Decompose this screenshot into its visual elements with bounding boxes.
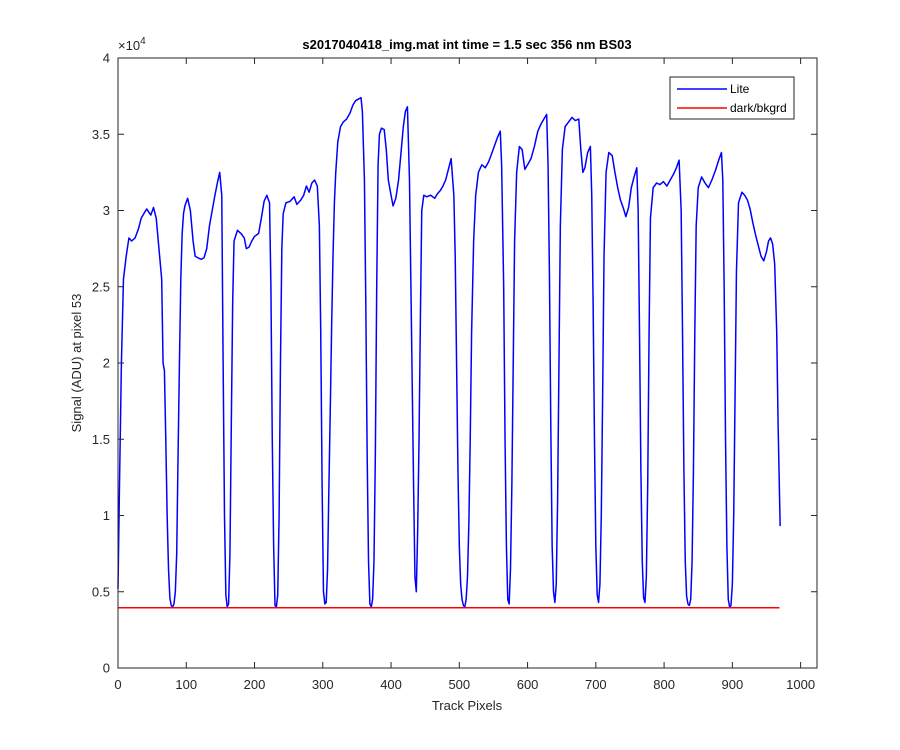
y-tick-label: 3 — [103, 203, 110, 218]
x-tick-label: 500 — [448, 677, 470, 692]
legend-label-lite: Lite — [730, 82, 750, 96]
legend: Lite dark/bkgrd — [669, 76, 795, 120]
series-group — [117, 96, 781, 609]
x-tick-label: 700 — [585, 677, 607, 692]
y-tick-label: 1 — [103, 508, 110, 523]
y-exponent-base: ×10 — [118, 38, 140, 53]
x-tick-label: 400 — [380, 677, 402, 692]
y-exponent-power: 4 — [140, 36, 146, 47]
y-tick-label: 3.5 — [92, 127, 110, 142]
y-tick-label: 1.5 — [92, 432, 110, 447]
chart-title: s2017040418_img.mat int time = 1.5 sec 3… — [302, 37, 631, 52]
x-tick-label: 800 — [653, 677, 675, 692]
y-axis-exponent: ×104 — [118, 36, 146, 53]
x-tick-label: 600 — [517, 677, 539, 692]
y-tick-label: 0 — [103, 661, 110, 676]
x-tick-label: 200 — [244, 677, 266, 692]
y-axis-label: Signal (ADU) at pixel 53 — [69, 294, 84, 433]
y-tick-label: 2 — [103, 356, 110, 371]
x-tick-label: 900 — [722, 677, 744, 692]
y-axis-ticks: 0 0.5 1 1.5 2 2.5 3 3.5 4 — [92, 51, 817, 676]
y-tick-label: 2.5 — [92, 279, 110, 294]
y-tick-label: 0.5 — [92, 584, 110, 599]
x-axis-label: Track Pixels — [432, 698, 503, 713]
legend-label-dark: dark/bkgrd — [730, 101, 787, 115]
series-line-lite — [117, 96, 781, 608]
legend-box — [669, 76, 795, 120]
x-tick-label: 300 — [312, 677, 334, 692]
x-axis-ticks: 0 100 200 300 400 500 600 700 800 900 1000 — [114, 58, 815, 692]
x-tick-label: 1000 — [786, 677, 815, 692]
x-tick-label: 0 — [114, 677, 121, 692]
y-tick-label: 4 — [103, 51, 110, 66]
x-tick-label: 100 — [175, 677, 197, 692]
